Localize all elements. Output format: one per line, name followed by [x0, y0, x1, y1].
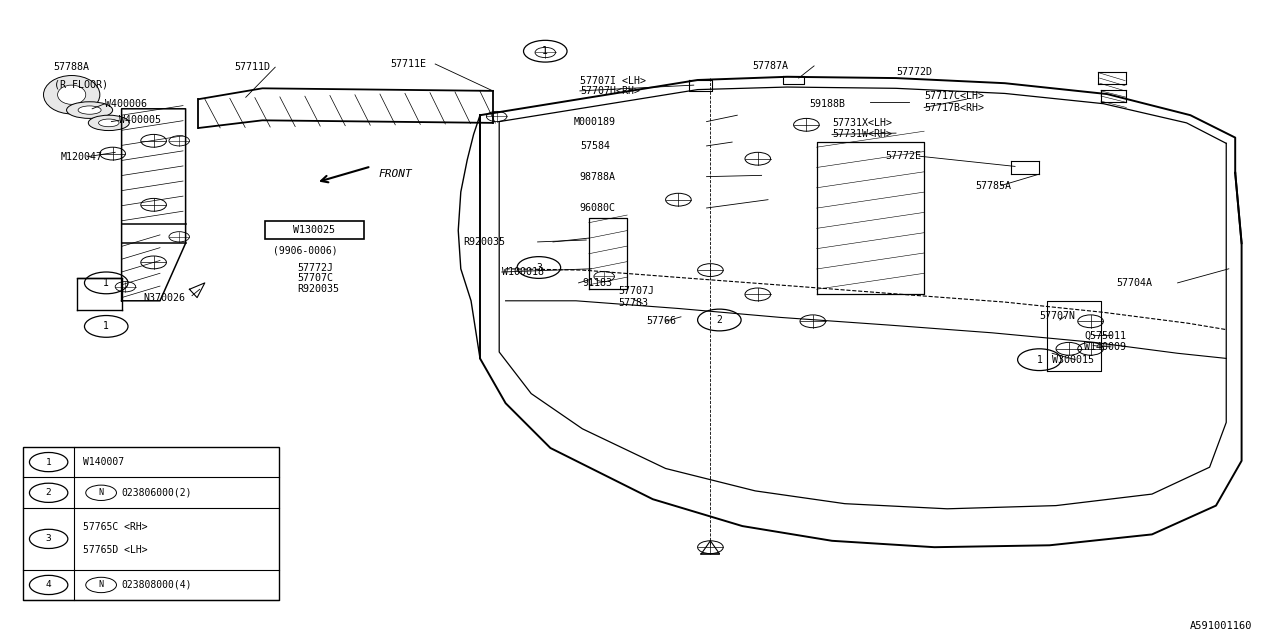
Text: 57787A: 57787A [753, 61, 788, 71]
Text: 57765C <RH>: 57765C <RH> [83, 522, 147, 532]
Text: W140007: W140007 [83, 457, 124, 467]
Text: 1: 1 [46, 458, 51, 467]
Text: R920035: R920035 [463, 237, 506, 247]
Text: 57584: 57584 [580, 141, 609, 151]
Ellipse shape [67, 102, 113, 118]
Text: FRONT: FRONT [379, 169, 412, 179]
Text: 1: 1 [1037, 355, 1042, 365]
Text: 57765D <LH>: 57765D <LH> [83, 545, 147, 556]
Text: 59188B: 59188B [809, 99, 845, 109]
Ellipse shape [99, 119, 119, 127]
Text: 3: 3 [46, 534, 51, 543]
Text: 96080C: 96080C [580, 203, 616, 213]
Text: W400005: W400005 [119, 115, 161, 125]
Text: 57707J: 57707J [618, 286, 654, 296]
Text: M120047: M120047 [60, 152, 102, 162]
Text: (9906-0006): (9906-0006) [273, 246, 337, 256]
Text: 1: 1 [104, 278, 109, 288]
Text: W400006: W400006 [105, 99, 147, 109]
Text: 57783: 57783 [618, 298, 648, 308]
Text: 57704A: 57704A [1116, 278, 1152, 288]
Text: W100018: W100018 [502, 267, 544, 277]
Text: M000189: M000189 [573, 116, 616, 127]
Text: 57707H<RH>: 57707H<RH> [580, 86, 640, 96]
Text: N370026: N370026 [143, 292, 186, 303]
Text: R920035: R920035 [297, 284, 339, 294]
Text: 2: 2 [717, 315, 722, 325]
Text: 1: 1 [543, 46, 548, 56]
Ellipse shape [44, 76, 100, 114]
Text: N: N [99, 580, 104, 589]
Text: 1: 1 [104, 321, 109, 332]
FancyBboxPatch shape [265, 221, 364, 239]
Ellipse shape [58, 85, 86, 104]
Text: W140009: W140009 [1084, 342, 1126, 352]
Text: 4: 4 [46, 580, 51, 589]
Text: A591001160: A591001160 [1189, 621, 1252, 631]
Text: W300015: W300015 [1052, 355, 1094, 365]
Text: 57788A: 57788A [54, 62, 90, 72]
Text: 3: 3 [536, 262, 541, 273]
Text: W130025: W130025 [293, 225, 335, 235]
Text: 57785A: 57785A [975, 180, 1011, 191]
Text: 57731X<LH>: 57731X<LH> [832, 118, 892, 128]
Text: 57766: 57766 [646, 316, 676, 326]
Text: 57707C: 57707C [297, 273, 333, 284]
Text: 57711D: 57711D [234, 62, 270, 72]
Text: 57717C<LH>: 57717C<LH> [924, 91, 984, 101]
Text: 57772D: 57772D [896, 67, 932, 77]
Text: 57731W<RH>: 57731W<RH> [832, 129, 892, 140]
Text: (R FLOOR): (R FLOOR) [54, 79, 108, 90]
Text: 98788A: 98788A [580, 172, 616, 182]
Text: 023808000(4): 023808000(4) [122, 580, 192, 590]
Ellipse shape [88, 115, 129, 131]
Text: 2: 2 [46, 488, 51, 497]
FancyBboxPatch shape [23, 447, 279, 600]
Text: 57707N: 57707N [1039, 311, 1075, 321]
Text: 91183: 91183 [582, 278, 612, 288]
Text: 57717B<RH>: 57717B<RH> [924, 102, 984, 113]
Text: 57772E: 57772E [886, 151, 922, 161]
Text: N: N [99, 488, 104, 497]
Text: 023806000(2): 023806000(2) [122, 488, 192, 498]
Text: Q575011: Q575011 [1084, 330, 1126, 340]
Text: 57772J: 57772J [297, 262, 333, 273]
Text: 57707I <LH>: 57707I <LH> [580, 76, 646, 86]
Text: 57711E: 57711E [390, 59, 426, 69]
Ellipse shape [78, 106, 101, 114]
